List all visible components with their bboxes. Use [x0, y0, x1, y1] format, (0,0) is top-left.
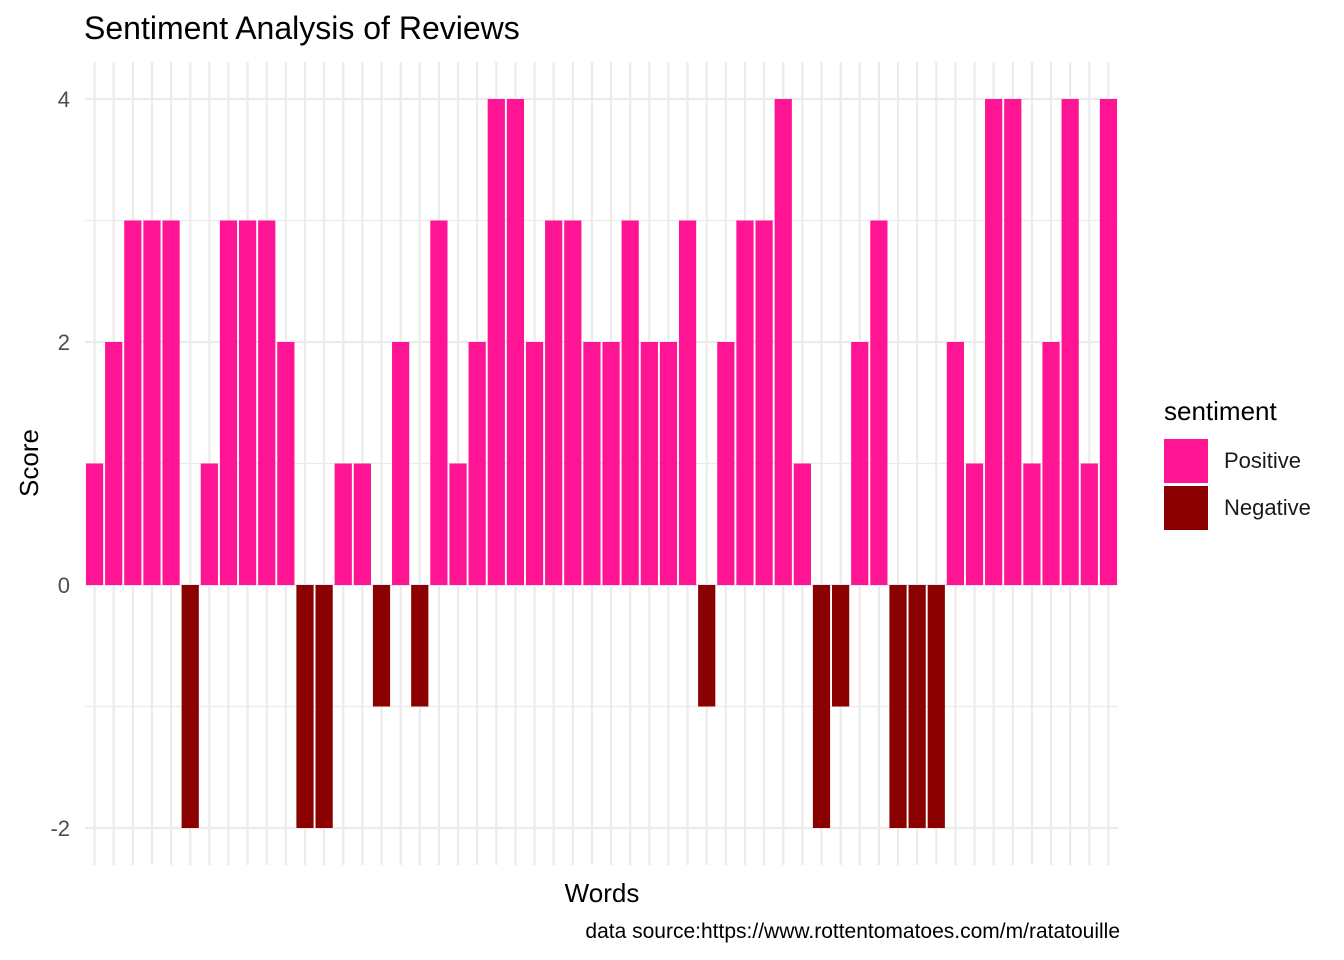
bar-negative	[908, 585, 926, 828]
y-tick-label: -2	[50, 816, 70, 841]
bar-positive	[430, 220, 448, 585]
legend: sentiment Positive Negative	[1164, 396, 1311, 531]
bar-positive	[525, 342, 544, 585]
bar-positive	[659, 342, 678, 585]
chart-title: Sentiment Analysis of Reviews	[84, 10, 520, 46]
bar-positive	[755, 220, 773, 585]
bar-positive	[1099, 99, 1118, 585]
bar-positive	[449, 463, 467, 585]
bar-positive	[640, 342, 658, 585]
bar-positive	[238, 220, 257, 585]
legend-item-negative: Negative	[1164, 484, 1311, 531]
bar-positive	[392, 342, 410, 585]
bar-positive	[851, 342, 869, 585]
legend-swatch-positive	[1164, 438, 1208, 483]
bar-positive	[564, 220, 582, 585]
bar-positive	[1042, 342, 1060, 585]
bar-positive	[736, 220, 754, 585]
bar-positive	[468, 342, 486, 585]
bar-negative	[315, 585, 333, 828]
bar-positive	[793, 463, 811, 585]
bar-positive	[219, 220, 238, 585]
bar-positive	[353, 463, 371, 585]
bar-positive	[105, 342, 123, 585]
bar-positive	[162, 220, 180, 585]
legend-label-negative: Negative	[1224, 494, 1311, 520]
bar-negative	[411, 585, 429, 707]
bar-positive	[1023, 463, 1041, 585]
bar-positive	[334, 463, 352, 585]
bar-negative	[927, 585, 945, 828]
x-axis-label: Words	[565, 878, 640, 908]
bar-positive	[143, 220, 161, 585]
bar-positive	[717, 342, 735, 585]
y-axis-label: Score	[14, 429, 44, 497]
y-tick-labels: -2 0 2 4	[50, 87, 70, 841]
bar-positive	[1061, 99, 1079, 585]
bar-positive	[487, 99, 505, 585]
bar-negative	[889, 585, 907, 828]
bar-positive	[277, 342, 295, 585]
y-tick-label: 2	[58, 330, 70, 355]
bar-negative	[181, 585, 199, 828]
legend-swatch-negative	[1164, 485, 1208, 530]
bar-positive	[621, 220, 639, 585]
bar-positive	[545, 220, 563, 585]
legend-item-positive: Positive	[1164, 437, 1311, 484]
legend-label-positive: Positive	[1224, 447, 1302, 473]
bar-positive	[870, 220, 888, 585]
bar-positive	[602, 342, 620, 585]
bar-positive	[200, 463, 218, 585]
y-tick-label: 0	[58, 573, 70, 598]
bar-positive	[583, 342, 601, 585]
bar-negative	[296, 585, 314, 828]
bar-negative	[812, 585, 831, 828]
y-tick-label: 4	[58, 87, 70, 112]
bar-positive	[1004, 99, 1022, 585]
legend-title: sentiment	[1164, 396, 1277, 426]
bar-positive	[965, 463, 984, 585]
bar-positive	[124, 220, 142, 585]
bar-negative	[372, 585, 391, 707]
bar-positive	[85, 463, 104, 585]
bar-positive	[985, 99, 1003, 585]
bar-positive	[258, 220, 276, 585]
bar-positive	[1080, 463, 1098, 585]
bar-positive	[774, 99, 792, 585]
bar-positive	[678, 220, 697, 585]
bar-negative	[698, 585, 716, 707]
bar-positive	[946, 342, 965, 585]
bar-positive	[506, 99, 525, 585]
chart-caption: data source:https://www.rottentomatoes.c…	[585, 920, 1120, 943]
bar-negative	[832, 585, 850, 707]
bars	[85, 99, 1118, 828]
